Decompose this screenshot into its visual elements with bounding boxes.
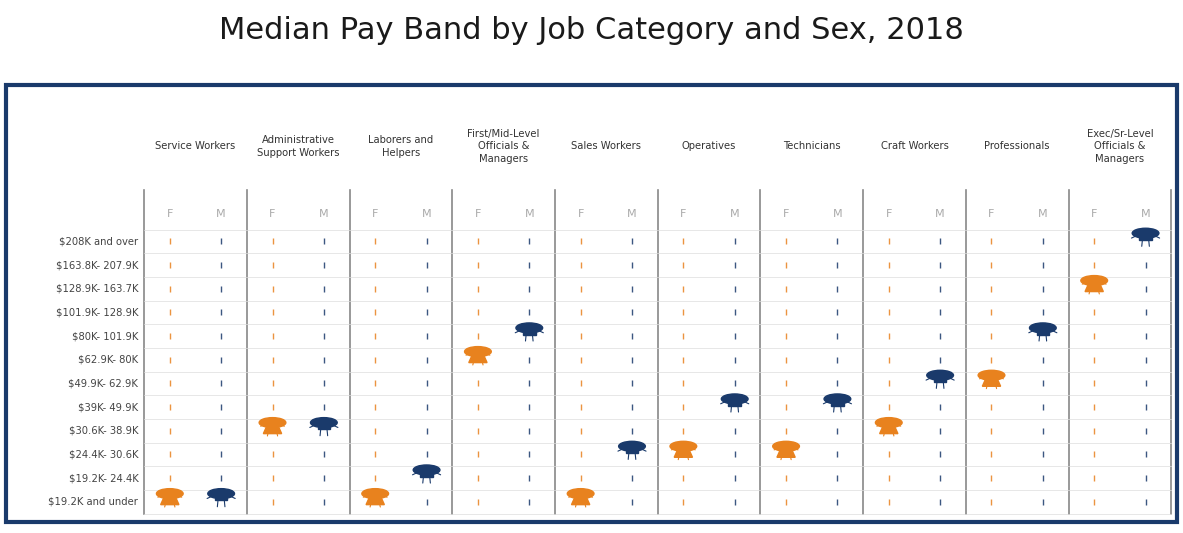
- Bar: [832, 399, 843, 406]
- Circle shape: [619, 441, 646, 451]
- Bar: [626, 447, 639, 453]
- Bar: [317, 423, 330, 430]
- Text: M: M: [216, 209, 226, 219]
- Bar: [420, 470, 433, 477]
- Circle shape: [568, 489, 594, 498]
- Circle shape: [1081, 276, 1107, 286]
- Circle shape: [1029, 323, 1056, 333]
- Circle shape: [1132, 228, 1159, 238]
- Text: Service Workers: Service Workers: [155, 141, 235, 151]
- Bar: [1139, 233, 1152, 240]
- Text: F: F: [270, 209, 276, 219]
- Bar: [1036, 328, 1049, 335]
- Circle shape: [310, 418, 337, 427]
- Circle shape: [516, 323, 543, 333]
- Text: F: F: [167, 209, 173, 219]
- Circle shape: [362, 489, 388, 498]
- Text: M: M: [1037, 209, 1048, 219]
- Polygon shape: [674, 448, 692, 457]
- Polygon shape: [468, 353, 487, 362]
- Text: $30.6K- 38.9K: $30.6K- 38.9K: [69, 426, 138, 436]
- Polygon shape: [571, 495, 590, 505]
- Text: $128.9K- 163.7K: $128.9K- 163.7K: [56, 284, 138, 294]
- Circle shape: [208, 489, 234, 498]
- Text: Technicians: Technicians: [783, 141, 841, 151]
- Text: $39K- 49.9K: $39K- 49.9K: [78, 402, 138, 412]
- Text: F: F: [886, 209, 892, 219]
- Text: $62.9K- 80K: $62.9K- 80K: [78, 355, 138, 365]
- Text: M: M: [833, 209, 842, 219]
- Text: M: M: [524, 209, 534, 219]
- Circle shape: [875, 418, 903, 427]
- Circle shape: [978, 370, 1004, 380]
- Bar: [729, 399, 741, 406]
- Polygon shape: [982, 377, 1001, 386]
- Circle shape: [259, 418, 286, 427]
- Text: F: F: [783, 209, 789, 219]
- Text: $163.8K- 207.9K: $163.8K- 207.9K: [56, 260, 138, 270]
- Text: $208K and over: $208K and over: [59, 236, 138, 246]
- Text: Median Pay Band by Job Category and Sex, 2018: Median Pay Band by Job Category and Sex,…: [219, 16, 964, 45]
- Circle shape: [670, 441, 697, 451]
- Polygon shape: [264, 424, 282, 434]
- Text: $19.2K and under: $19.2K and under: [49, 497, 138, 507]
- Text: $19.2K- 24.4K: $19.2K- 24.4K: [69, 473, 138, 483]
- Text: M: M: [319, 209, 329, 219]
- Text: F: F: [1091, 209, 1098, 219]
- Text: M: M: [936, 209, 945, 219]
- Text: M: M: [730, 209, 739, 219]
- Circle shape: [825, 394, 851, 404]
- Text: F: F: [988, 209, 995, 219]
- Text: Craft Workers: Craft Workers: [880, 141, 949, 151]
- Text: F: F: [371, 209, 379, 219]
- Polygon shape: [366, 495, 384, 505]
- Text: M: M: [1140, 209, 1150, 219]
- Text: Professionals: Professionals: [984, 141, 1049, 151]
- Text: $49.9K- 62.9K: $49.9K- 62.9K: [69, 378, 138, 389]
- Polygon shape: [880, 424, 898, 434]
- Bar: [523, 328, 536, 335]
- Text: M: M: [627, 209, 636, 219]
- Bar: [933, 376, 946, 382]
- Circle shape: [722, 394, 748, 404]
- Text: F: F: [474, 209, 481, 219]
- Text: $80K- 101.9K: $80K- 101.9K: [72, 331, 138, 341]
- Text: $101.9K- 128.9K: $101.9K- 128.9K: [56, 308, 138, 317]
- Circle shape: [926, 370, 953, 380]
- Polygon shape: [777, 448, 795, 457]
- Polygon shape: [1085, 282, 1104, 292]
- Text: Operatives: Operatives: [681, 141, 736, 151]
- Text: F: F: [680, 209, 686, 219]
- Circle shape: [772, 441, 800, 451]
- Text: $24.4K- 30.6K: $24.4K- 30.6K: [69, 449, 138, 459]
- Text: Exec/Sr-Level
Officials &
Managers: Exec/Sr-Level Officials & Managers: [1086, 129, 1153, 164]
- Polygon shape: [161, 495, 179, 505]
- Text: Sales Workers: Sales Workers: [571, 141, 641, 151]
- Text: M: M: [422, 209, 432, 219]
- Bar: [215, 494, 227, 500]
- Text: Laborers and
Helpers: Laborers and Helpers: [368, 135, 433, 158]
- Text: F: F: [577, 209, 584, 219]
- Circle shape: [156, 489, 183, 498]
- Text: First/Mid-Level
Officials &
Managers: First/Mid-Level Officials & Managers: [467, 129, 539, 164]
- Text: Administrative
Support Workers: Administrative Support Workers: [257, 135, 340, 158]
- Circle shape: [465, 346, 491, 357]
- Circle shape: [413, 465, 440, 475]
